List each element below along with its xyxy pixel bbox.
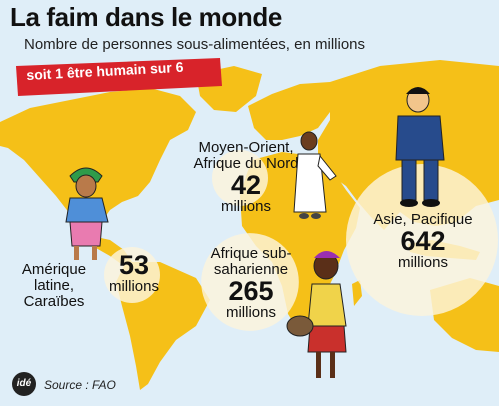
value-number: 642 xyxy=(400,225,446,256)
region-name-line: Amérique xyxy=(21,261,87,278)
value-unit: millions xyxy=(397,253,448,271)
region-name-line: latine, xyxy=(33,276,75,294)
page-subtitle: Nombre de personnes sous-alimentées, en … xyxy=(24,36,366,53)
ide-logo: idé xyxy=(12,372,36,396)
banner-shape xyxy=(16,58,222,96)
map-madagascar xyxy=(352,280,362,306)
region-label-afrique-subsaharienne: Afrique sub- saharienne 265 millions xyxy=(200,246,302,320)
map-north-america xyxy=(0,88,196,236)
region-label-amerique-latine: Amérique latine, Caraïbes xyxy=(14,262,94,309)
region-name-line: Moyen-Orient, xyxy=(198,139,294,156)
map-africa xyxy=(240,152,360,330)
bubble-asie-pacifique xyxy=(346,164,498,316)
value-unit: millions xyxy=(108,278,159,295)
region-label-moyen-orient: Moyen-Orient, Afrique du Nord 42 million… xyxy=(190,140,302,214)
middle-east-man-illustration xyxy=(293,131,337,219)
bubble-amerique-latine xyxy=(104,247,160,303)
bubble-afrique-subsaharienne xyxy=(201,233,299,331)
bubble-moyen-orient xyxy=(212,150,268,206)
region-name-line: saharienne xyxy=(213,260,289,278)
page-title: La faim dans le monde xyxy=(10,2,282,32)
value-number: 53 xyxy=(118,250,150,280)
region-name-line: Asie, Pacifique xyxy=(373,211,473,228)
latin-american-woman-illustration xyxy=(65,167,109,260)
value-number: 265 xyxy=(228,275,274,306)
value-unit: millions xyxy=(225,303,276,321)
region-name-line: Afrique du Nord xyxy=(193,154,299,172)
region-name-line: Caraïbes xyxy=(23,292,85,310)
asian-man-illustration xyxy=(395,87,445,207)
value-label-amerique-latine: 53 millions xyxy=(100,252,168,295)
african-woman-illustration xyxy=(286,251,347,378)
map-europe xyxy=(248,82,344,140)
region-label-asie-pacifique: Asie, Pacifique 642 millions xyxy=(364,212,482,271)
bubbles-layer xyxy=(104,150,498,331)
region-name-line: Afrique sub- xyxy=(210,245,292,262)
value-unit: millions xyxy=(220,197,271,215)
value-number: 42 xyxy=(230,169,262,200)
source-note: Source : FAO xyxy=(44,378,116,392)
